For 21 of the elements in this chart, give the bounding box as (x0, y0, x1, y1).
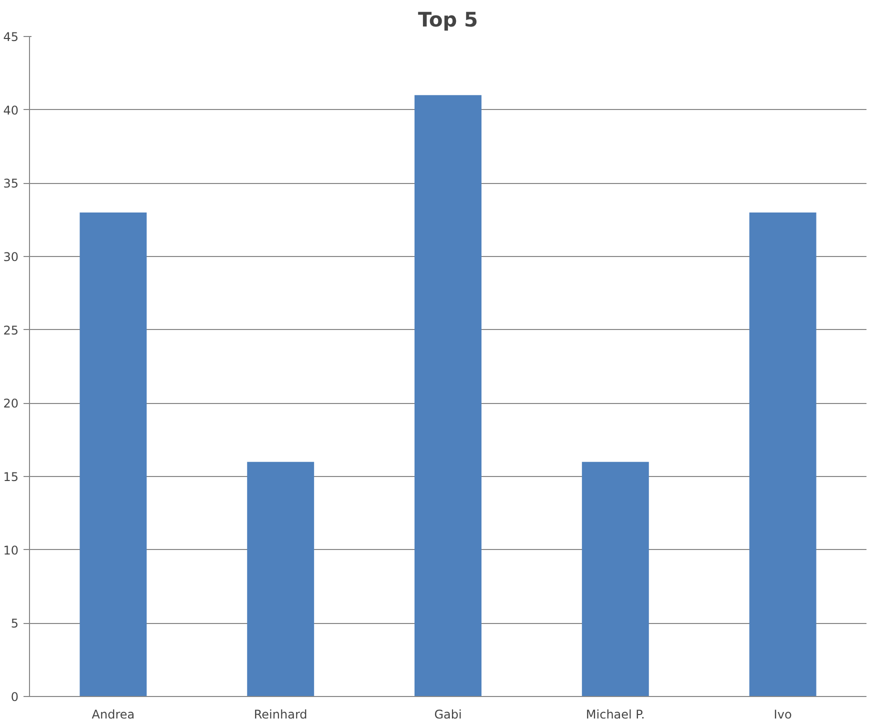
bar (749, 212, 816, 696)
y-tick-label: 15 (3, 470, 19, 484)
bar (582, 462, 649, 696)
y-tick-label: 45 (3, 30, 19, 44)
x-tick-label: Gabi (434, 708, 462, 722)
bar (80, 212, 147, 696)
y-tick-label: 30 (3, 250, 19, 264)
y-tick-label: 5 (10, 616, 19, 631)
y-tick-label: 35 (3, 176, 19, 191)
y-tick-label: 0 (10, 690, 19, 704)
y-tick-label: 25 (3, 323, 19, 338)
x-tick-label: Michael P. (586, 708, 645, 722)
y-tick-label: 10 (3, 543, 19, 558)
y-tick-label: 20 (3, 396, 19, 411)
bar (247, 462, 314, 696)
x-tick-label: Andrea (92, 708, 135, 722)
y-tick-label: 40 (3, 103, 19, 118)
bar (414, 95, 482, 696)
x-tick-label: Ivo (774, 708, 792, 722)
chart-title: Top 5 (418, 8, 478, 32)
x-tick-label: Reinhard (254, 708, 308, 722)
